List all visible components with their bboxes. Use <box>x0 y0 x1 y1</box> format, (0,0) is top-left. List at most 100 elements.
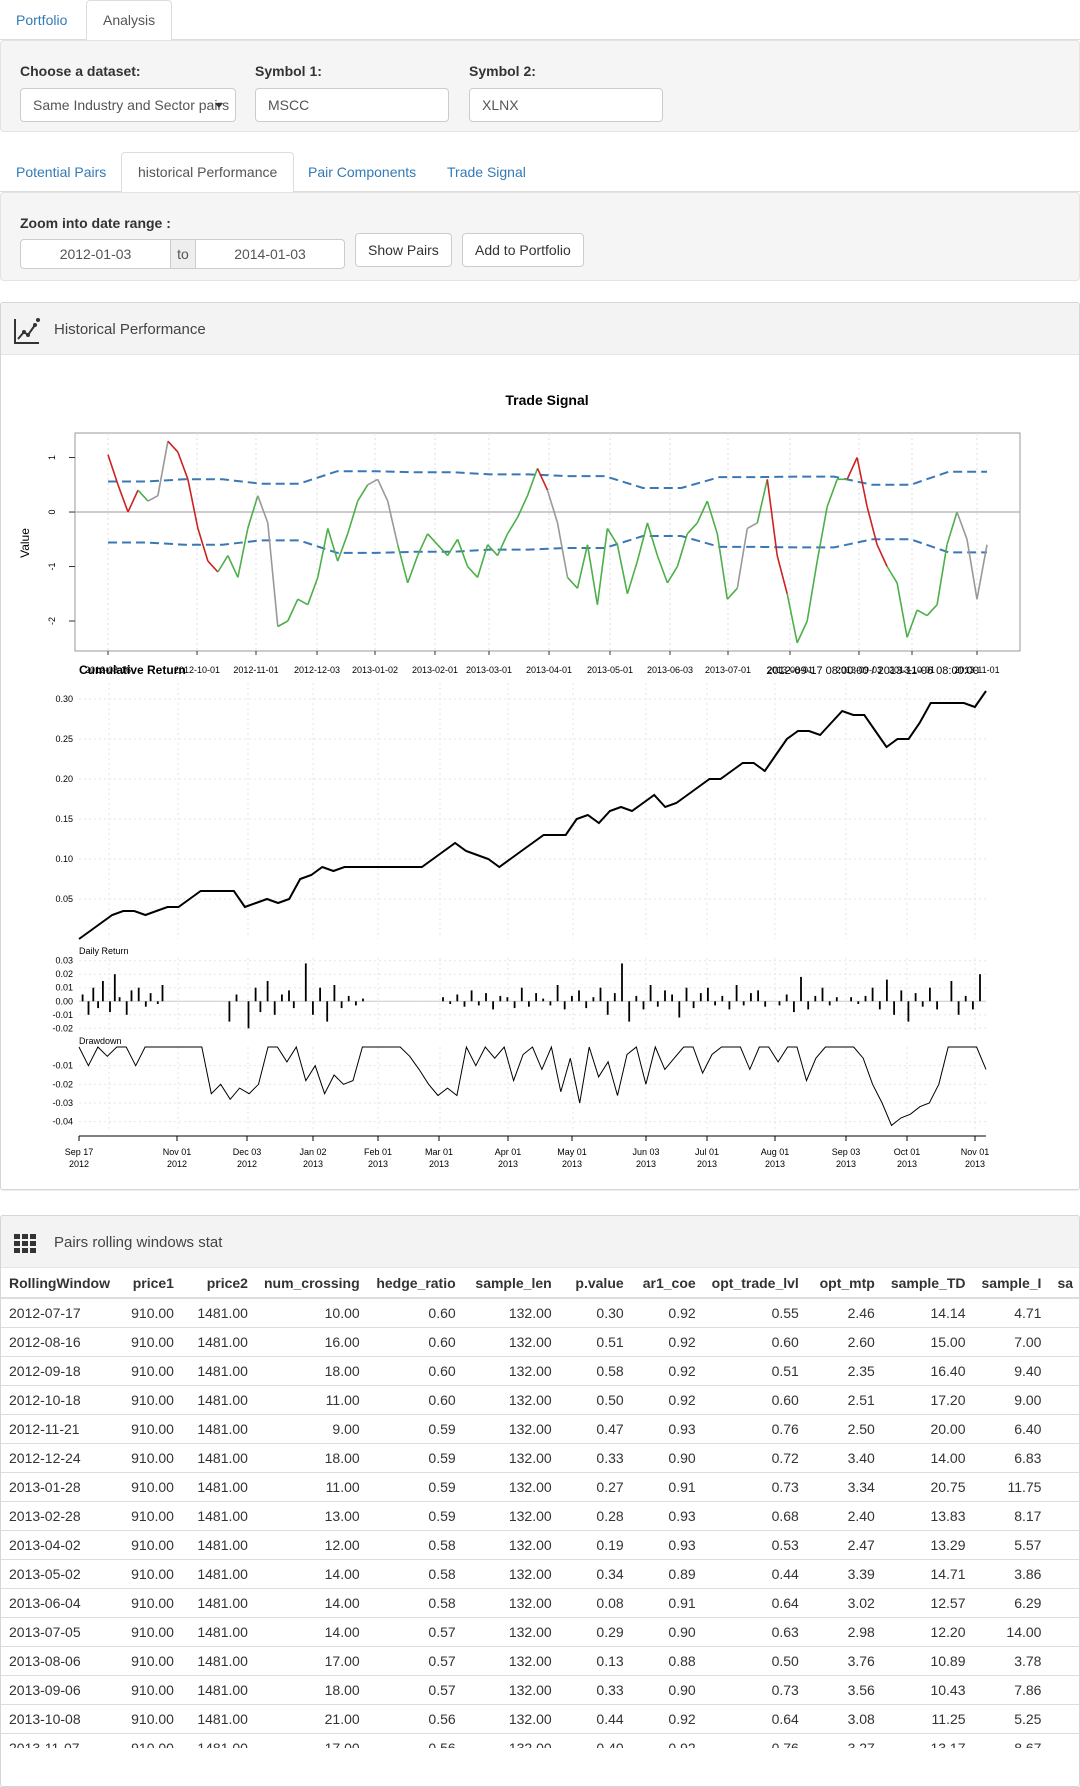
stats-box-header: Pairs rolling windows stat <box>1 1216 1079 1268</box>
daily-return-bar <box>685 987 688 1002</box>
table-cell: 1481.00 <box>181 1587 256 1617</box>
column-header-ar1-coe[interactable]: ar1_coe <box>631 1268 704 1299</box>
table-cell: 2012-12-24 <box>1 1442 118 1472</box>
trade-signal-ytick-label: -2 <box>47 617 57 625</box>
column-header-sa[interactable]: sa <box>1049 1268 1079 1299</box>
table-cell: 11.25 <box>882 1703 974 1733</box>
daily-return-bar <box>757 990 759 1002</box>
table-row[interactable]: 2012-09-18 910.00 1481.00 18.00 0.60 132.00 0.… <box>1 1355 1079 1385</box>
column-header-sample-i[interactable]: sample_I <box>973 1268 1050 1299</box>
table-cell: 910.00 <box>117 1587 182 1617</box>
trade-signal-segment <box>427 533 439 546</box>
column-header-price2[interactable]: price2 <box>181 1268 256 1299</box>
trade-signal-segment <box>926 604 938 617</box>
table-cell: 6.83 <box>973 1442 1050 1472</box>
column-header-opt-mtp[interactable]: opt_mtp <box>806 1268 883 1299</box>
table-cell: 910.00 <box>117 1326 182 1356</box>
daily-return-bar <box>964 995 967 1002</box>
trade-signal-segment <box>916 609 928 617</box>
table-row[interactable]: 2012-12-24 910.00 1481.00 18.00 0.59 132.00 0.… <box>1 1442 1079 1472</box>
table-cell: 0.91 <box>631 1587 704 1617</box>
daily-return-bar <box>606 1001 609 1015</box>
table-row[interactable]: 2012-10-18 910.00 1481.00 11.00 0.60 132.00 0.… <box>1 1384 1079 1414</box>
tab-potential-pairs[interactable]: Potential Pairs <box>16 164 107 180</box>
trade-signal-segment <box>207 560 219 573</box>
table-cell: 0.57 <box>367 1674 464 1704</box>
trade-signal-segment <box>247 495 259 529</box>
table-row[interactable]: 2012-08-16 910.00 1481.00 16.00 0.60 132.00 0.… <box>1 1326 1079 1356</box>
add-to-portfolio-button[interactable]: Add to Portfolio <box>462 233 584 267</box>
table-cell: 0.51 <box>703 1355 807 1385</box>
table-cell: 17.00 <box>255 1645 368 1675</box>
table-row[interactable]: 2013-11-07 910.00 1481.00 17.00 0.56 132.00 0.… <box>1 1732 1079 1748</box>
column-header-price1[interactable]: price1 <box>117 1268 182 1299</box>
trade-signal-segment <box>766 479 778 556</box>
daily-return-bar <box>972 1001 974 1010</box>
table-cell: 0.88 <box>631 1645 704 1675</box>
table-cell: 0.89 <box>631 1558 704 1588</box>
trade-signal-segment <box>596 528 609 605</box>
table-cell: 2012-07-17 <box>1 1297 118 1327</box>
column-header-rollingwindow[interactable]: RollingWindow <box>1 1268 118 1299</box>
daily-return-bar <box>485 993 487 1002</box>
table-row[interactable]: 2013-02-28 910.00 1481.00 13.00 0.59 132.00 0.… <box>1 1500 1079 1530</box>
daily-return-bar <box>549 1001 552 1006</box>
trade-signal-segment <box>666 566 679 584</box>
start-date-input[interactable]: 2012-01-03 <box>20 239 171 269</box>
dataset-select[interactable]: Same Industry and Sector pairs <box>20 88 236 122</box>
column-header-sample-td[interactable]: sample_TD <box>882 1268 974 1299</box>
daily-return-bar <box>102 981 104 1002</box>
table-cell: 1481.00 <box>181 1297 256 1327</box>
trade-signal-segment <box>237 528 249 578</box>
trade-signal-segment <box>506 517 519 535</box>
tab-portfolio[interactable]: Portfolio <box>16 12 68 28</box>
trade-signal-segment <box>487 544 499 557</box>
trade-signal-ytick-label: 1 <box>47 455 57 460</box>
column-header-hedge-ratio[interactable]: hedge_ratio <box>367 1268 464 1299</box>
table-cell: 0.27 <box>559 1471 632 1501</box>
table-cell: 132.00 <box>463 1471 560 1501</box>
table-cell <box>1049 1326 1079 1356</box>
trade-signal-segment <box>357 484 369 502</box>
show-pairs-button[interactable]: Show Pairs <box>355 233 452 267</box>
table-cell: 14.00 <box>255 1587 368 1617</box>
table-row[interactable]: 2013-07-05 910.00 1481.00 14.00 0.57 132.00 0.… <box>1 1616 1079 1646</box>
daily-return-bar <box>656 1001 659 1007</box>
trade-signal-xtick-label: 2012-11-01 <box>233 665 278 675</box>
daily-return-bar <box>649 985 652 1002</box>
table-row[interactable]: 2013-08-06 910.00 1481.00 17.00 0.57 132.00 0.… <box>1 1645 1079 1675</box>
column-header-opt-trade-lvl[interactable]: opt_trade_lvl <box>703 1268 807 1299</box>
table-cell: 0.57 <box>367 1616 464 1646</box>
column-header-num-crossing[interactable]: num_crossing <box>255 1268 368 1299</box>
column-header-sample-len[interactable]: sample_len <box>463 1268 560 1299</box>
daily-return-bar <box>635 995 638 1002</box>
table-row[interactable]: 2013-04-02 910.00 1481.00 12.00 0.58 132.00 0.… <box>1 1529 1079 1559</box>
table-row[interactable]: 2012-07-17 910.00 1481.00 10.00 0.60 132.00 0.… <box>1 1297 1079 1327</box>
daily-return-bar <box>613 993 616 1002</box>
tab-historical-performance[interactable]: historical Performance <box>121 152 295 193</box>
symbol1-input[interactable]: MSCC <box>255 88 449 122</box>
tab-trade-signal[interactable]: Trade Signal <box>447 164 526 180</box>
trade-signal-segment <box>626 560 639 595</box>
table-row[interactable]: 2013-01-28 910.00 1481.00 11.00 0.59 132.00 0.… <box>1 1471 1079 1501</box>
symbol2-input[interactable]: XLNX <box>469 88 663 122</box>
trade-signal-segment <box>257 495 269 524</box>
table-cell: 2012-08-16 <box>1 1326 118 1356</box>
table-row[interactable]: 2012-11-21 910.00 1481.00 9.00 0.59 132.00 0.4… <box>1 1413 1079 1443</box>
trade-signal-segment <box>756 479 769 524</box>
tab-analysis[interactable]: Analysis <box>86 0 173 41</box>
tab-pair-components[interactable]: Pair Components <box>308 164 417 180</box>
table-cell: 0.56 <box>367 1703 464 1733</box>
table-cell: 1481.00 <box>181 1355 256 1385</box>
drawdown-line <box>78 1045 987 1127</box>
column-header-p-value[interactable]: p.value <box>559 1268 632 1299</box>
table-row[interactable]: 2013-09-06 910.00 1481.00 18.00 0.57 132.00 0.… <box>1 1674 1079 1704</box>
table-cell: 2.51 <box>806 1384 883 1414</box>
daily-return-bar <box>671 994 673 1002</box>
table-row[interactable]: 2013-06-04 910.00 1481.00 14.00 0.58 132.00 0.… <box>1 1587 1079 1617</box>
table-row[interactable]: 2013-10-08 910.00 1481.00 21.00 0.56 132.00 0.… <box>1 1703 1079 1733</box>
table-cell: 0.59 <box>367 1500 464 1530</box>
end-date-input[interactable]: 2014-01-03 <box>195 239 345 269</box>
table-row[interactable]: 2013-05-02 910.00 1481.00 14.00 0.58 132.00 0.… <box>1 1558 1079 1588</box>
trade-signal-segment <box>566 576 579 589</box>
